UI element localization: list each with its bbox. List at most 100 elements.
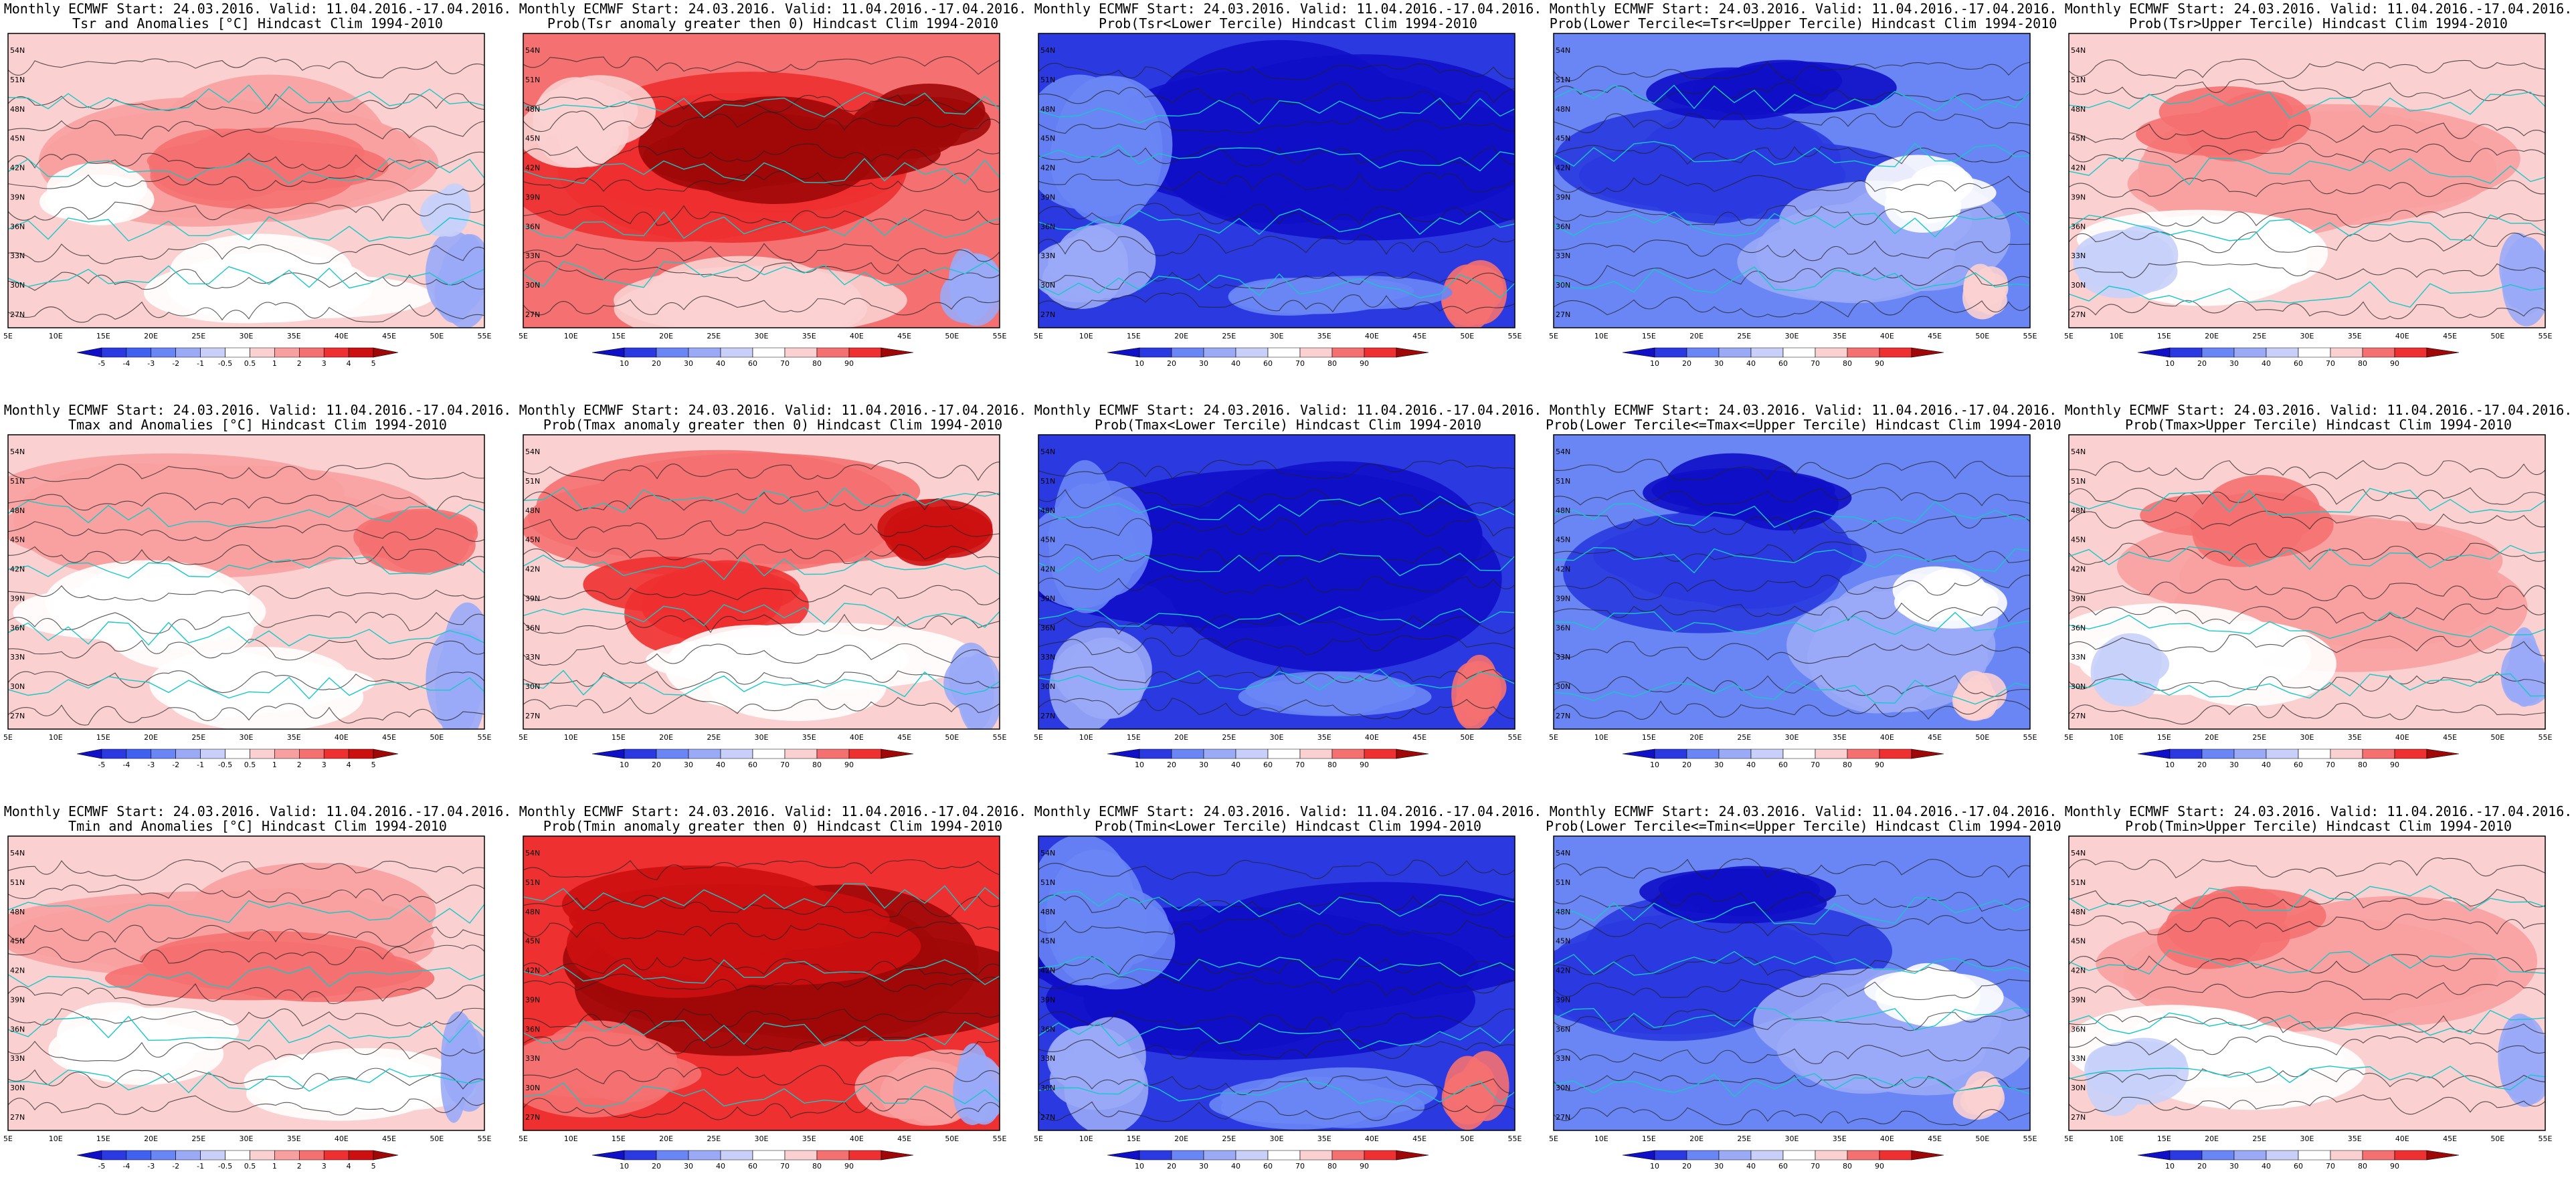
longitude-label: 15E bbox=[612, 332, 626, 340]
contour-line bbox=[8, 884, 484, 904]
latitude-label: 51N bbox=[2071, 878, 2086, 887]
colorbar-tick-label: 20 bbox=[1682, 761, 1691, 769]
latitude-label: 51N bbox=[10, 477, 25, 486]
contour-line bbox=[523, 921, 1000, 940]
panel-title-line1: Monthly ECMWF Start: 24.03.2016. Valid: … bbox=[3, 803, 512, 819]
colorbar-tick-label: 10 bbox=[2165, 359, 2175, 368]
longitude-label: 10E bbox=[564, 332, 578, 340]
contour-line bbox=[8, 703, 484, 726]
colorbar-segment bbox=[225, 347, 250, 358]
contour-line bbox=[523, 670, 1000, 690]
contour-line bbox=[2069, 954, 2545, 975]
coastline bbox=[2069, 950, 2545, 975]
colorbar-segment bbox=[2201, 1150, 2235, 1161]
longitude-label: 15E bbox=[612, 1134, 626, 1143]
colorbar-tick-label: 30 bbox=[1714, 761, 1724, 769]
colorbar-tick-label: 30 bbox=[2229, 1162, 2239, 1171]
longitude-label: 55E bbox=[1508, 733, 1522, 742]
latitude-label: 51N bbox=[525, 878, 540, 887]
contour-line bbox=[8, 269, 484, 291]
colorbar-segment bbox=[1139, 347, 1172, 358]
coastline bbox=[1038, 1080, 1515, 1104]
colorbar-tick-label: 70 bbox=[1295, 1162, 1305, 1171]
latitude-label: 39N bbox=[525, 193, 540, 201]
coastline bbox=[523, 670, 1000, 698]
colorbar-segment bbox=[720, 347, 753, 358]
map-field-patch bbox=[1228, 278, 1349, 316]
longitude-label: 55E bbox=[2023, 332, 2037, 340]
colorbar-tick-label: 10 bbox=[1135, 359, 1144, 368]
panel-title-line1: Monthly ECMWF Start: 24.03.2016. Valid: … bbox=[519, 1, 1027, 17]
contour-line bbox=[8, 174, 484, 195]
contour-line bbox=[1038, 544, 1515, 565]
latitude-label: 54N bbox=[525, 46, 540, 55]
colorbar-tick-label: 80 bbox=[1843, 1162, 1852, 1171]
colorbar-segment bbox=[784, 748, 818, 759]
colorbar-tick-label: 90 bbox=[1875, 359, 1884, 368]
longitude-label: 30E bbox=[755, 332, 769, 340]
colorbar-tick-label: 90 bbox=[2390, 761, 2399, 769]
colorbar-tick-label: 30 bbox=[2229, 359, 2239, 368]
longitude-label: 25E bbox=[1222, 1134, 1236, 1143]
colorbar-tick-label: 40 bbox=[1231, 761, 1240, 769]
coastline bbox=[2069, 885, 2545, 912]
longitude-label: 50E bbox=[1975, 332, 1989, 340]
longitude-label: 35E bbox=[1833, 332, 1847, 340]
longitude-label: 25E bbox=[707, 1134, 721, 1143]
colorbar-segment bbox=[2426, 1150, 2460, 1161]
longitude-label: 5E bbox=[519, 733, 528, 742]
latitude-label: 42N bbox=[1040, 164, 1055, 173]
longitude-label: 5E bbox=[519, 332, 528, 340]
colorbar-tick-label: 0.5 bbox=[244, 359, 256, 368]
map-field-patch bbox=[2508, 627, 2540, 707]
contour-line bbox=[523, 518, 1000, 540]
map-field-patch bbox=[1792, 1012, 1938, 1094]
latitude-label: 39N bbox=[10, 193, 25, 201]
longitude-label: 5E bbox=[1549, 1134, 1558, 1143]
contour-line bbox=[8, 201, 484, 222]
contour-line bbox=[1554, 699, 2030, 720]
latitude-label: 45N bbox=[10, 536, 25, 544]
contour-line bbox=[1038, 171, 1515, 193]
colorbar-segment bbox=[591, 748, 625, 759]
longitude-label: 40E bbox=[850, 733, 864, 742]
colorbar-tick-label: 60 bbox=[1263, 761, 1273, 769]
map-field-patch bbox=[1048, 235, 1119, 289]
longitude-label: 10E bbox=[1594, 733, 1608, 742]
longitude-label: 15E bbox=[2157, 332, 2171, 340]
colorbar-segment bbox=[1331, 748, 1365, 759]
longitude-label: 30E bbox=[2300, 332, 2314, 340]
latitude-label: 30N bbox=[1556, 1084, 1570, 1092]
colorbar-segment bbox=[752, 748, 786, 759]
latitude-label: 33N bbox=[2071, 1054, 2086, 1063]
longitude-label: 55E bbox=[1508, 1134, 1522, 1143]
coastline bbox=[2069, 157, 2545, 186]
longitude-label: 55E bbox=[478, 733, 492, 742]
latitude-label: 30N bbox=[10, 1084, 25, 1092]
contour-line bbox=[523, 56, 1000, 75]
colorbar-tick-label: 60 bbox=[2294, 761, 2303, 769]
longitude-label: 45E bbox=[897, 733, 911, 742]
coastline bbox=[2069, 544, 2545, 571]
contour-line bbox=[1554, 1107, 2030, 1126]
colorbar-tick-label: -3 bbox=[147, 1162, 155, 1171]
panel-title-line2: Prob(Tsr anomaly greater then 0) Hindcas… bbox=[547, 15, 999, 31]
map-panel: Monthly ECMWF Start: 24.03.2016. Valid: … bbox=[2061, 803, 2576, 1204]
colorbar-segment bbox=[2137, 1150, 2171, 1161]
map-frame bbox=[1553, 835, 2031, 1131]
contour-line bbox=[8, 611, 484, 634]
contour-line bbox=[8, 859, 484, 881]
colorbar-segment bbox=[816, 1150, 850, 1161]
latitude-label: 39N bbox=[2071, 594, 2086, 603]
longitude-label: 10E bbox=[564, 733, 578, 742]
colorbar-segment bbox=[688, 347, 721, 358]
longitude-label: 30E bbox=[755, 733, 769, 742]
colorbar-tick-label: -0.5 bbox=[218, 1162, 232, 1171]
longitude-label: 35E bbox=[1317, 1134, 1331, 1143]
map-field-patch bbox=[1554, 108, 1841, 213]
latitude-label: 42N bbox=[10, 565, 25, 574]
colorbar-segment bbox=[720, 1150, 753, 1161]
latitude-label: 36N bbox=[525, 623, 540, 632]
